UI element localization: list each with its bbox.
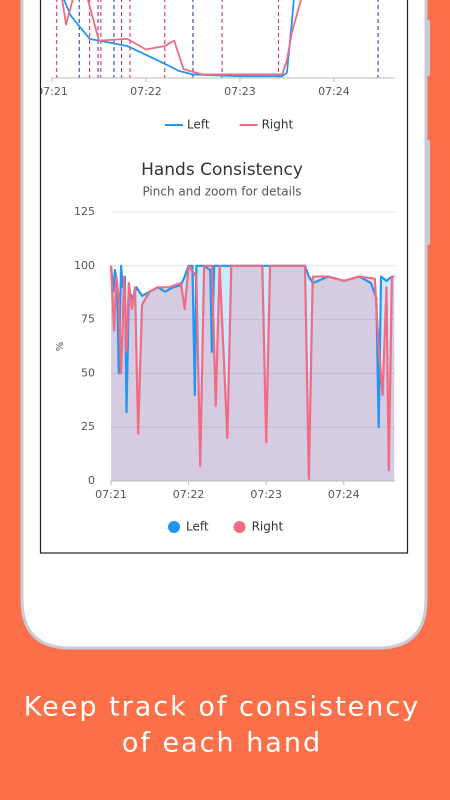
y-tick-label: 75 xyxy=(81,313,95,326)
area xyxy=(111,265,395,481)
x-tick-label: 07:24 xyxy=(318,85,350,98)
y-tick-label: 50 xyxy=(81,366,95,379)
caption: Keep track of consistency xyxy=(24,692,420,723)
y-tick-label: 100 xyxy=(74,259,95,272)
phone-screen xyxy=(39,0,409,554)
legend-label: Right xyxy=(262,118,294,132)
y-axis-label: % xyxy=(55,342,66,352)
x-tick-label: 07:24 xyxy=(328,488,360,501)
chart-subtitle: Pinch and zoom for details xyxy=(142,185,301,199)
legend-label: Left xyxy=(186,520,209,534)
y-tick-label: 25 xyxy=(81,420,95,433)
chart-title: Hands Consistency xyxy=(141,160,303,180)
y-tick-label: 125 xyxy=(74,205,95,218)
area xyxy=(111,265,395,481)
line xyxy=(109,264,395,480)
legend-swatch xyxy=(233,521,246,533)
y-tick-label: 0 xyxy=(88,474,95,487)
x-tick-label: 07:21 xyxy=(36,85,68,98)
x-tick-label: 07:23 xyxy=(250,488,282,501)
x-tick-label: 07:21 xyxy=(95,488,127,501)
screen-content: 07:21 07:22 07:23 07:24 Left Right Hands Consi… xyxy=(36,0,395,534)
x-tick-label: 07:22 xyxy=(173,488,205,501)
legend-label: Left xyxy=(187,118,210,132)
legend-label: Right xyxy=(252,520,284,534)
x-tick-label: 07:22 xyxy=(130,85,162,98)
line xyxy=(61,0,302,76)
caption: of each hand xyxy=(122,728,322,759)
x-tick-label: 07:23 xyxy=(224,85,256,98)
legend-swatch xyxy=(168,521,180,533)
